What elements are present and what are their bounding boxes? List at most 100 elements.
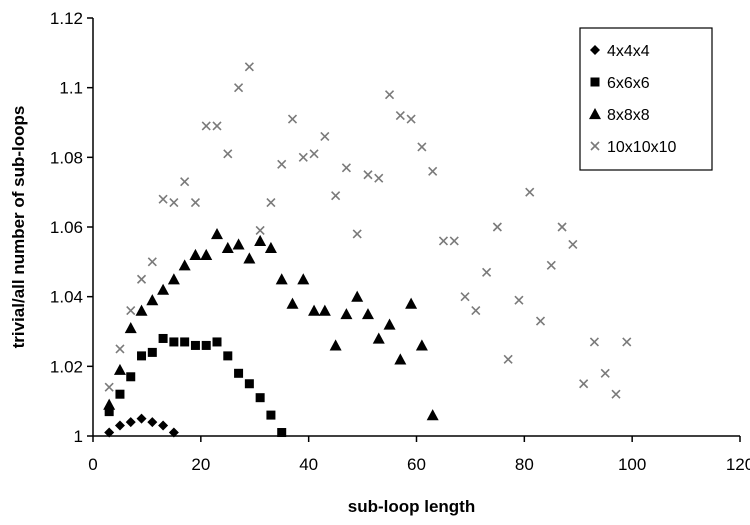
data-point — [136, 274, 147, 284]
data-point — [137, 351, 147, 361]
data-point — [384, 90, 395, 100]
data-point — [471, 306, 481, 316]
data-point — [546, 260, 556, 270]
data-point — [611, 389, 621, 399]
data-point — [178, 259, 191, 271]
data-point — [167, 273, 180, 285]
data-point — [136, 413, 147, 424]
data-point — [363, 170, 373, 180]
data-point — [223, 149, 233, 159]
data-point — [103, 398, 116, 410]
data-point — [169, 337, 179, 347]
data-point — [340, 308, 353, 320]
data-point — [405, 297, 418, 309]
data-point — [297, 273, 310, 285]
data-point — [589, 337, 599, 347]
data-point — [254, 234, 267, 247]
data-point — [308, 304, 321, 316]
x-tick-label: 0 — [88, 455, 97, 474]
data-point — [200, 248, 213, 260]
x-tick-label: 20 — [191, 455, 210, 474]
data-point — [201, 340, 211, 350]
data-point — [579, 379, 589, 389]
x-axis-title: sub-loop length — [348, 497, 475, 516]
data-point — [180, 337, 190, 347]
legend-marker — [590, 141, 600, 151]
y-tick-label: 1.1 — [59, 79, 83, 98]
y-tick-label: 1.12 — [50, 9, 83, 28]
data-point — [147, 417, 158, 428]
x-tick-label: 80 — [515, 455, 534, 474]
y-tick-label: 1.02 — [50, 357, 83, 376]
data-point — [157, 283, 170, 295]
data-point — [557, 222, 567, 232]
data-point — [286, 297, 299, 309]
legend-marker — [590, 45, 600, 55]
data-point — [168, 427, 179, 438]
data-point — [190, 340, 200, 350]
data-point — [221, 241, 234, 253]
data-point — [298, 152, 308, 162]
data-point — [568, 239, 578, 249]
x-tick-label: 120 — [726, 455, 750, 474]
data-point — [211, 227, 224, 240]
legend-label: 10x10x10 — [607, 139, 676, 156]
data-point — [234, 368, 244, 378]
data-point — [277, 159, 287, 169]
data-point — [426, 409, 439, 421]
data-point — [318, 304, 331, 316]
data-point — [135, 304, 148, 316]
data-point — [244, 62, 254, 72]
legend-box — [579, 27, 713, 171]
data-point — [374, 173, 384, 183]
data-point — [223, 351, 233, 361]
legend-label: 4x4x4 — [607, 43, 650, 60]
data-point — [417, 142, 427, 152]
data-point — [266, 198, 276, 208]
data-point — [189, 248, 202, 260]
data-point — [406, 114, 416, 124]
data-point — [158, 333, 168, 343]
legend-label: 6x6x6 — [607, 75, 650, 92]
data-point — [255, 225, 265, 236]
data-point — [114, 420, 125, 431]
y-tick-label: 1 — [74, 427, 83, 446]
data-point — [104, 382, 114, 392]
data-point — [124, 322, 137, 334]
data-point — [169, 198, 179, 208]
data-point — [244, 379, 254, 389]
data-point — [320, 131, 330, 141]
y-axis-ticks: 1 1.02 1.04 1.06 1.08 1.1 1.12 — [50, 9, 93, 446]
data-point — [492, 222, 502, 232]
data-point — [180, 177, 190, 187]
data-point — [503, 354, 513, 364]
data-point — [394, 353, 407, 365]
series-4x4x4 — [104, 413, 179, 438]
data-point — [115, 344, 125, 354]
data-point — [266, 410, 276, 420]
data-point — [415, 339, 428, 351]
y-tick-label: 1.04 — [50, 288, 83, 307]
data-point — [125, 417, 136, 428]
data-point — [234, 83, 244, 93]
series-10x10x10 — [104, 62, 632, 399]
data-point — [190, 198, 201, 208]
y-tick-label: 1.08 — [50, 148, 83, 167]
data-point — [232, 238, 245, 250]
data-point — [147, 257, 157, 267]
y-axis-title: trivial/all number of sub-loops — [9, 106, 28, 349]
data-point — [395, 110, 405, 121]
x-tick-label: 60 — [407, 455, 426, 474]
data-point — [146, 294, 159, 306]
data-point — [622, 337, 632, 347]
data-point — [158, 420, 169, 431]
data-point — [309, 149, 319, 159]
data-point — [115, 389, 125, 399]
data-point — [600, 368, 610, 378]
legend-marker — [589, 108, 601, 120]
data-point — [331, 191, 341, 201]
data-point — [535, 316, 546, 326]
data-point — [126, 306, 136, 316]
data-point — [277, 428, 287, 438]
